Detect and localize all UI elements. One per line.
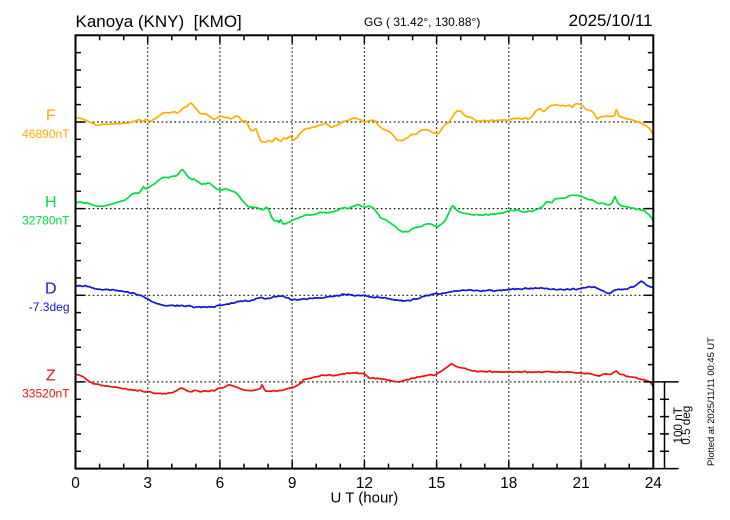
svg-text:H: H — [45, 194, 57, 211]
svg-text:F: F — [46, 107, 56, 124]
svg-text:0.5 deg: 0.5 deg — [680, 406, 693, 445]
svg-text:12: 12 — [356, 475, 373, 492]
svg-text:9: 9 — [288, 475, 297, 492]
svg-text:D: D — [45, 281, 57, 298]
svg-text:46890nT: 46890nT — [22, 127, 70, 141]
svg-text:18: 18 — [500, 475, 517, 492]
svg-text:33520nT: 33520nT — [22, 387, 70, 401]
svg-text:0: 0 — [71, 475, 80, 492]
svg-text:GG ( 31.42°, 130.88°): GG ( 31.42°, 130.88°) — [364, 15, 480, 29]
svg-text:100 nT: 100 nT — [672, 407, 685, 443]
svg-text:24: 24 — [645, 475, 663, 492]
svg-text:15: 15 — [428, 475, 445, 492]
svg-text:U T (hour): U T (hour) — [330, 489, 398, 506]
svg-text:-7.3deg: -7.3deg — [29, 300, 70, 314]
svg-text:3: 3 — [143, 475, 152, 492]
svg-text:21: 21 — [573, 475, 590, 492]
svg-text:Z: Z — [46, 367, 56, 384]
svg-text:Plotted at 2025/11/11 00:45 UT: Plotted at 2025/11/11 00:45 UT — [705, 337, 716, 466]
svg-text:Kanoya (KNY) [KMO]: Kanoya (KNY) [KMO] — [76, 12, 242, 31]
svg-text:6: 6 — [216, 475, 225, 492]
svg-text:32780nT: 32780nT — [22, 213, 70, 227]
svg-text:2025/10/11: 2025/10/11 — [569, 11, 653, 30]
